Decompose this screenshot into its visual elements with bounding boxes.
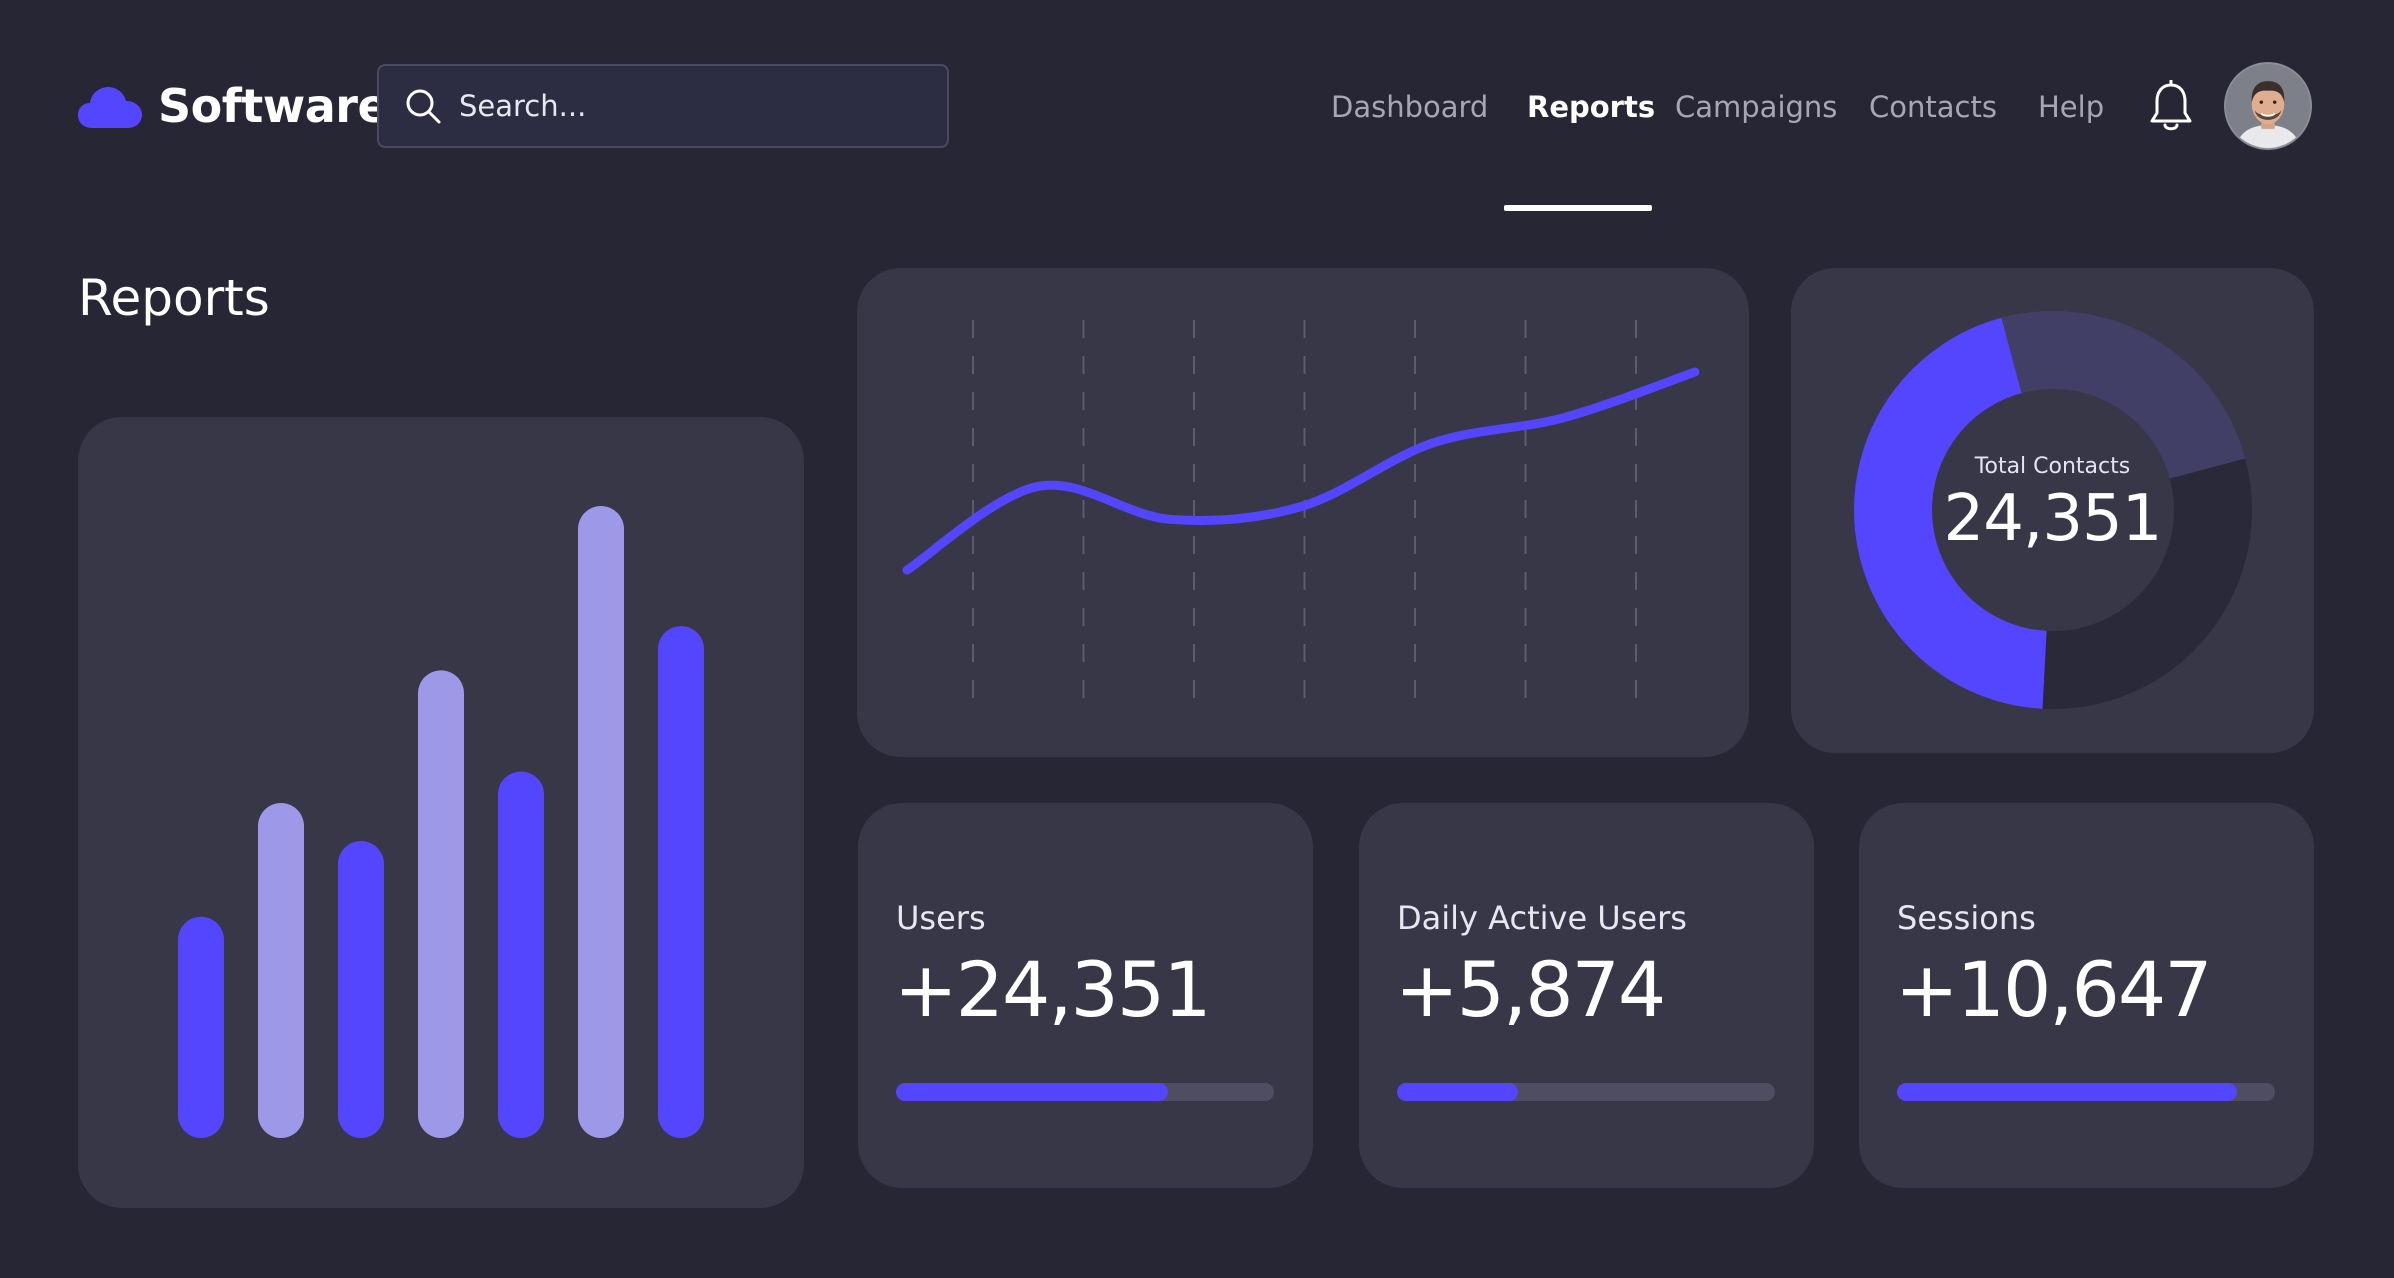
progress-bar [1897,1083,2275,1101]
stat-value: +24,351 [894,945,1212,1034]
donut-slice [2001,311,2246,480]
bar-chart [178,506,704,1138]
stat-card-daily-active-users: Daily Active Users +5,874 [1359,803,1814,1188]
stat-label: Daily Active Users [1397,899,1687,937]
brand-name: Software [158,79,389,133]
bell-icon[interactable] [2148,80,2194,134]
progress-bar [896,1083,1274,1101]
brand[interactable]: Software [78,78,389,134]
nav-active-indicator [1504,205,1652,211]
bar [498,771,544,1138]
nav-help[interactable]: Help [2038,90,2105,124]
progress-fill [896,1083,1169,1101]
stat-card-users: Users +24,351 [858,803,1313,1188]
donut-center-label: Total Contacts [1974,454,2131,479]
line-chart [902,320,1700,708]
stat-label: Users [896,899,986,937]
nav-reports[interactable]: Reports [1527,90,1656,124]
nav-contacts[interactable]: Contacts [1869,90,1997,124]
search-icon [406,89,441,124]
donut-chart-card: Total Contacts 24,351 [1791,268,2314,753]
search-input[interactable] [457,88,901,124]
bar [338,840,384,1138]
nav-campaigns[interactable]: Campaigns [1675,90,1838,124]
stat-value: +5,874 [1395,945,1666,1034]
cloud-icon [78,87,142,128]
page-title: Reports [78,269,270,327]
donut-slice [1854,317,2048,709]
progress-fill [1397,1083,1518,1101]
line-chart-card [857,268,1749,757]
stat-value: +10,647 [1895,945,2213,1034]
donut-center-value: 24,351 [1943,482,2163,556]
user-photo [2226,64,2310,148]
search-box[interactable] [377,64,949,148]
bar [578,506,624,1138]
bar [258,803,304,1138]
avatar[interactable] [2224,62,2312,150]
nav-dashboard[interactable]: Dashboard [1331,90,1489,124]
progress-fill [1897,1083,2238,1101]
donut-chart [1854,311,2252,709]
series-line [902,367,1700,575]
stat-card-sessions: Sessions +10,647 [1859,803,2314,1188]
bar-chart-card [78,417,804,1208]
progress-bar [1397,1083,1775,1101]
bar [178,916,224,1138]
donut-slice [2042,458,2252,709]
stat-label: Sessions [1897,899,2036,937]
bar [418,670,464,1138]
bar [658,626,704,1138]
